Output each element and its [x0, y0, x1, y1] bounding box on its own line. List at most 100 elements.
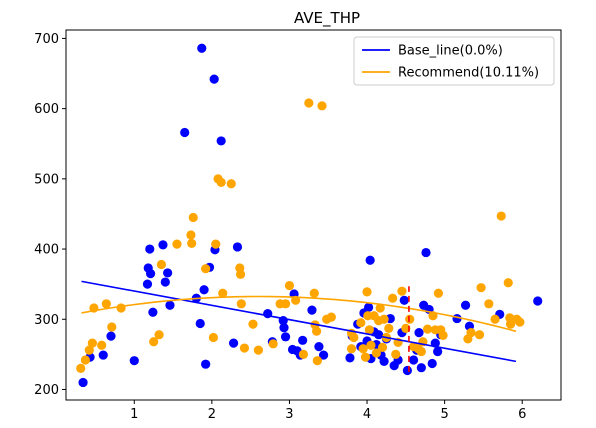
y-tick-label: 500: [34, 172, 59, 187]
x-tick-label: 3: [285, 407, 293, 422]
data-point: [78, 377, 88, 388]
data-point: [474, 330, 485, 340]
data-point: [279, 323, 289, 333]
data-point: [484, 299, 494, 309]
data-point: [362, 287, 372, 297]
data-point: [180, 127, 190, 138]
data-point: [253, 345, 264, 355]
data-point: [187, 238, 197, 249]
data-point: [363, 302, 374, 312]
data-point: [236, 299, 246, 309]
data-point: [399, 295, 409, 305]
data-point: [371, 348, 381, 358]
data-point: [216, 177, 226, 187]
data-point: [360, 352, 371, 362]
data-point: [201, 359, 211, 369]
data-point: [201, 264, 211, 274]
data-point: [438, 330, 448, 341]
data-point: [366, 340, 376, 350]
y-tick-label: 300: [34, 313, 59, 328]
legend-box: [353, 36, 555, 86]
y-tick-label: 200: [34, 383, 59, 398]
data-point: [503, 278, 513, 288]
data-point: [218, 288, 228, 298]
data-point: [163, 268, 173, 278]
data-point: [364, 325, 374, 335]
data-point: [101, 299, 111, 309]
data-point: [228, 338, 239, 348]
data-point: [422, 324, 433, 334]
data-point: [211, 239, 221, 249]
data-point: [312, 326, 322, 336]
data-point: [346, 344, 357, 354]
data-point: [326, 312, 336, 322]
data-point: [156, 259, 167, 270]
data-point: [318, 350, 329, 360]
fit-line-0: [81, 280, 517, 363]
data-point: [284, 280, 295, 291]
data-point: [199, 285, 209, 295]
data-point: [87, 338, 97, 348]
plot-area: [76, 43, 543, 388]
data-point: [149, 337, 159, 347]
data-point: [280, 299, 291, 309]
data-point: [232, 242, 243, 252]
data-point: [314, 342, 324, 352]
data-point: [165, 300, 175, 310]
data-point: [358, 344, 368, 354]
data-point: [195, 318, 205, 329]
data-point: [505, 319, 516, 329]
data-point: [148, 307, 158, 317]
data-point: [427, 358, 437, 369]
data-point: [197, 43, 207, 53]
data-point: [235, 263, 245, 273]
data-point: [145, 244, 155, 254]
data-point: [377, 342, 388, 352]
data-point: [186, 230, 196, 240]
x-tick-label: 1: [130, 407, 138, 422]
data-point: [248, 319, 258, 329]
data-point: [268, 339, 278, 349]
data-point: [365, 255, 375, 265]
data-point: [356, 318, 366, 328]
data-point: [391, 349, 401, 359]
data-point: [298, 349, 309, 359]
y-tick-label: 600: [34, 102, 59, 117]
data-point: [80, 355, 90, 365]
data-point: [209, 74, 219, 84]
data-point: [401, 323, 411, 333]
data-point: [280, 332, 291, 342]
y-tick-label: 700: [34, 32, 59, 47]
data-point: [533, 296, 543, 306]
data-point: [309, 288, 319, 298]
chart-title: AVE_THP: [294, 9, 360, 28]
data-point: [98, 350, 108, 360]
data-point: [384, 323, 394, 333]
data-point: [414, 328, 424, 338]
data-point: [388, 293, 398, 303]
data-point: [349, 332, 359, 343]
data-point: [515, 317, 525, 327]
axis-ticks: 1 2 3 4 5 6 200 300 400 500 600 700: [34, 32, 526, 422]
x-tick-label: 2: [208, 407, 216, 422]
data-point: [97, 340, 107, 350]
data-point: [496, 211, 506, 221]
plot-frame: [65, 29, 562, 401]
data-point: [107, 322, 117, 332]
data-point: [145, 269, 156, 279]
data-point: [317, 101, 327, 111]
data-point: [106, 331, 116, 341]
data-point: [433, 288, 444, 298]
data-point: [160, 277, 170, 287]
data-point: [172, 239, 182, 249]
data-point: [466, 328, 476, 338]
data-point: [433, 346, 443, 357]
data-point: [379, 356, 389, 366]
data-point: [476, 283, 486, 293]
data-point: [84, 345, 94, 355]
data-point: [208, 332, 219, 343]
data-point: [397, 286, 407, 296]
legend: Base_line(0.0%) Recommend(10.11%): [353, 36, 555, 86]
data-point: [408, 355, 419, 365]
data-point: [216, 136, 226, 146]
